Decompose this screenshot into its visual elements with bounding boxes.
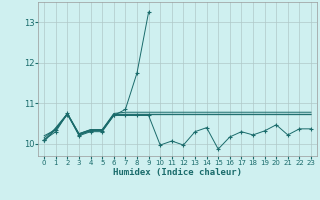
X-axis label: Humidex (Indice chaleur): Humidex (Indice chaleur): [113, 168, 242, 177]
